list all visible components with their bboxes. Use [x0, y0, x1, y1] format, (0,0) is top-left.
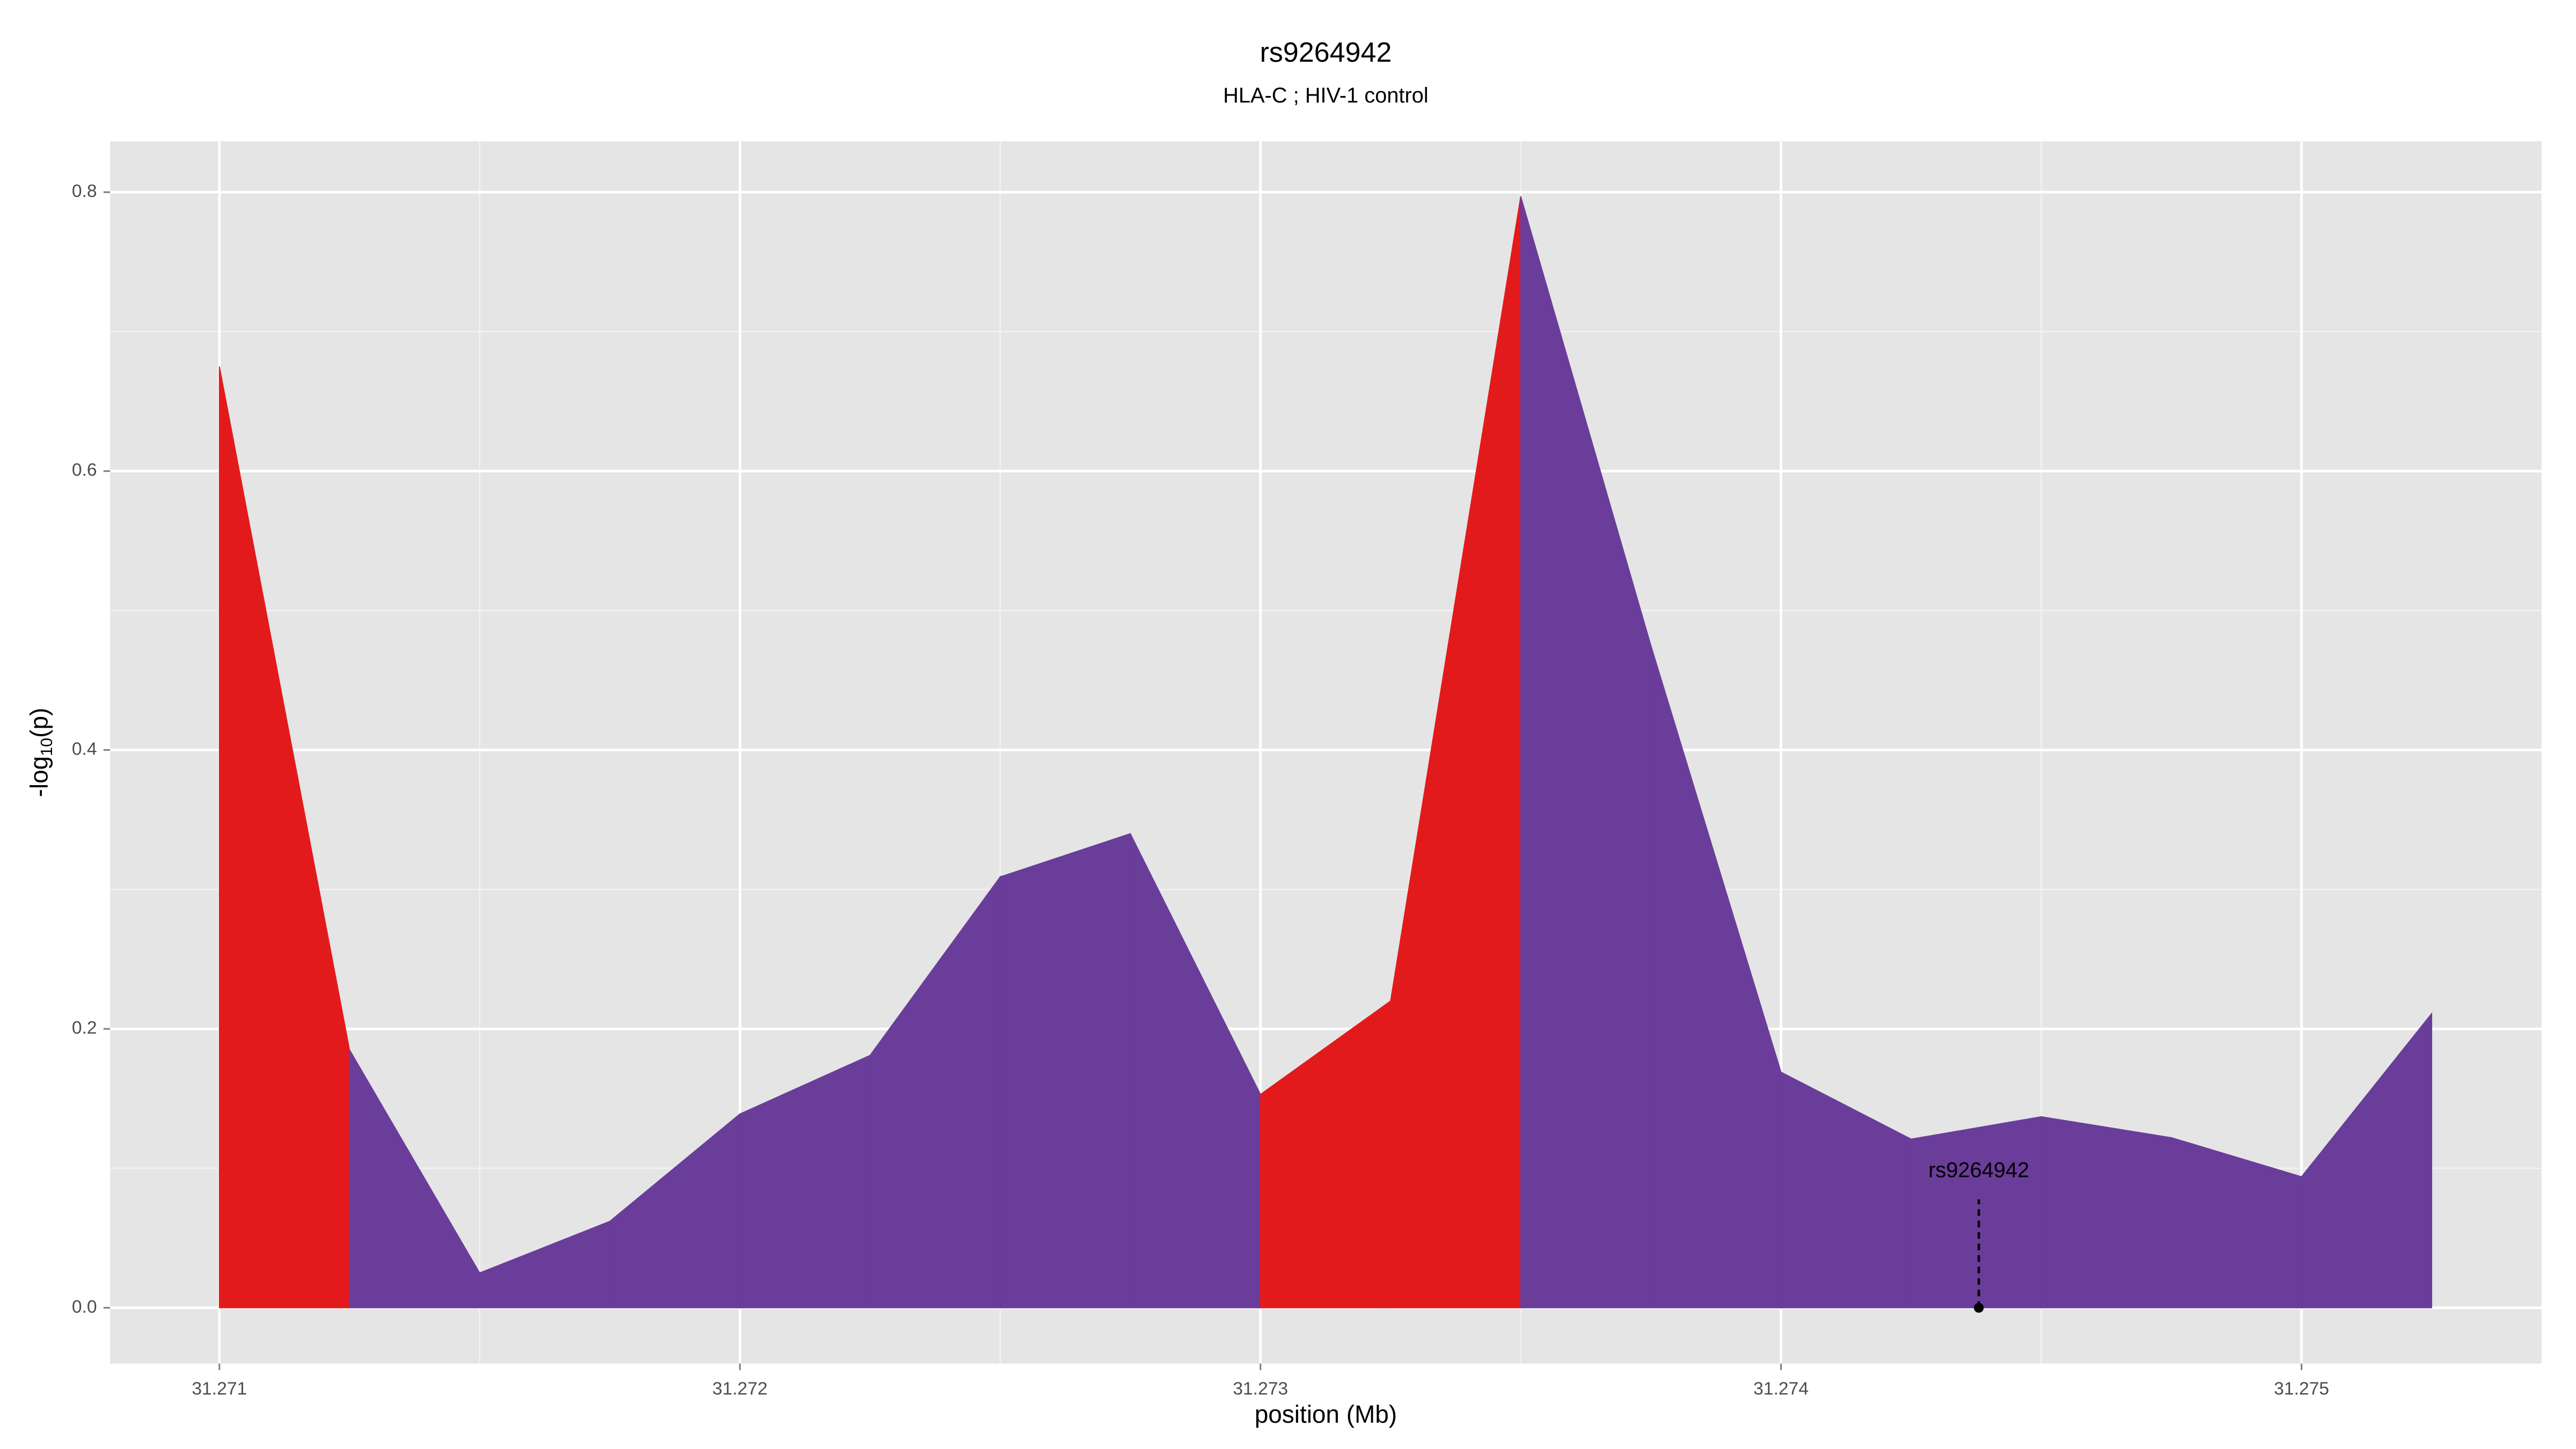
y-tick-label: 0.0 — [72, 1297, 97, 1317]
area-segment — [1911, 1116, 2042, 1308]
x-tick-label: 31.271 — [192, 1379, 247, 1399]
x-tick-label: 31.273 — [1233, 1379, 1288, 1399]
area-segment — [999, 833, 1131, 1308]
x-axis-title: position (Mb) — [1255, 1400, 1397, 1428]
y-tick-label: 0.4 — [72, 739, 97, 759]
area-segment — [2301, 1012, 2432, 1308]
area-segment — [2040, 1116, 2172, 1308]
y-tick-label: 0.6 — [72, 460, 97, 480]
annotation-label: rs9264942 — [1928, 1158, 2029, 1182]
y-axis-title: -log10(p) — [25, 708, 56, 797]
chart-title: rs9264942 — [1260, 37, 1392, 68]
y-tick-label: 0.2 — [72, 1018, 97, 1038]
x-tick-label: 31.272 — [712, 1379, 767, 1399]
y-axis-title-part: (p) — [25, 708, 53, 738]
x-tick-label: 31.275 — [2274, 1379, 2329, 1399]
chart-subtitle: HLA-C ; HIV-1 control — [1223, 84, 1428, 107]
y-tick-label: 0.8 — [72, 181, 97, 201]
annotation-point — [1974, 1302, 1984, 1313]
y-axis-title-subscript: 10 — [38, 738, 56, 756]
y-axis-title-part: -log — [25, 756, 53, 797]
x-tick-label: 31.274 — [1753, 1379, 1809, 1399]
